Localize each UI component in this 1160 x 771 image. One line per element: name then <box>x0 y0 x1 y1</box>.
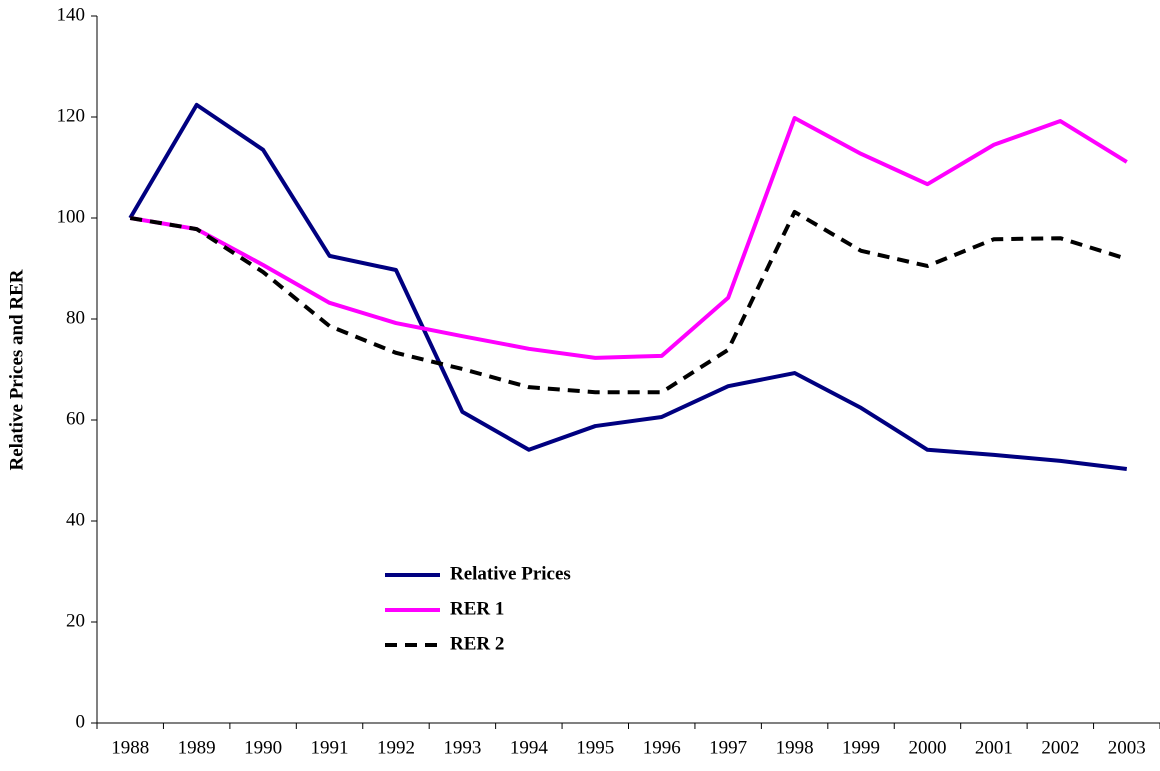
x-tick-label: 2000 <box>908 737 946 758</box>
y-axis-title: Relative Prices and RER <box>6 269 27 470</box>
legend-label: Relative Prices <box>450 563 571 584</box>
y-tick-label: 20 <box>66 610 85 631</box>
y-tick-label: 0 <box>76 711 86 732</box>
y-tick-label: 80 <box>66 307 85 328</box>
x-tick-label: 2002 <box>1041 737 1079 758</box>
legend-label: RER 1 <box>450 598 504 619</box>
series-line <box>129 116 1128 360</box>
y-tick-label: 140 <box>57 4 86 25</box>
x-tick-label: 1988 <box>111 737 149 758</box>
series-line <box>129 209 1128 395</box>
series-line <box>128 102 1128 471</box>
x-tick-label: 1989 <box>178 737 216 758</box>
y-tick-label: 120 <box>57 105 86 126</box>
x-tick-label: 1998 <box>776 737 814 758</box>
y-tick-label: 100 <box>57 206 86 227</box>
x-tick-label: 1995 <box>576 737 614 758</box>
x-tick-label: 1992 <box>377 737 415 758</box>
x-tick-label: 1990 <box>244 737 282 758</box>
x-tick-label: 1999 <box>842 737 880 758</box>
x-tick-label: 2001 <box>975 737 1013 758</box>
x-tick-label: 1991 <box>311 737 349 758</box>
x-tick-label: 1993 <box>443 737 481 758</box>
y-tick-label: 60 <box>66 408 85 429</box>
x-tick-label: 2003 <box>1108 737 1146 758</box>
x-tick-label: 1997 <box>709 737 747 758</box>
legend-label: RER 2 <box>450 633 504 654</box>
y-tick-label: 40 <box>66 509 85 530</box>
x-tick-label: 1996 <box>643 737 681 758</box>
x-tick-label: 1994 <box>510 737 549 758</box>
